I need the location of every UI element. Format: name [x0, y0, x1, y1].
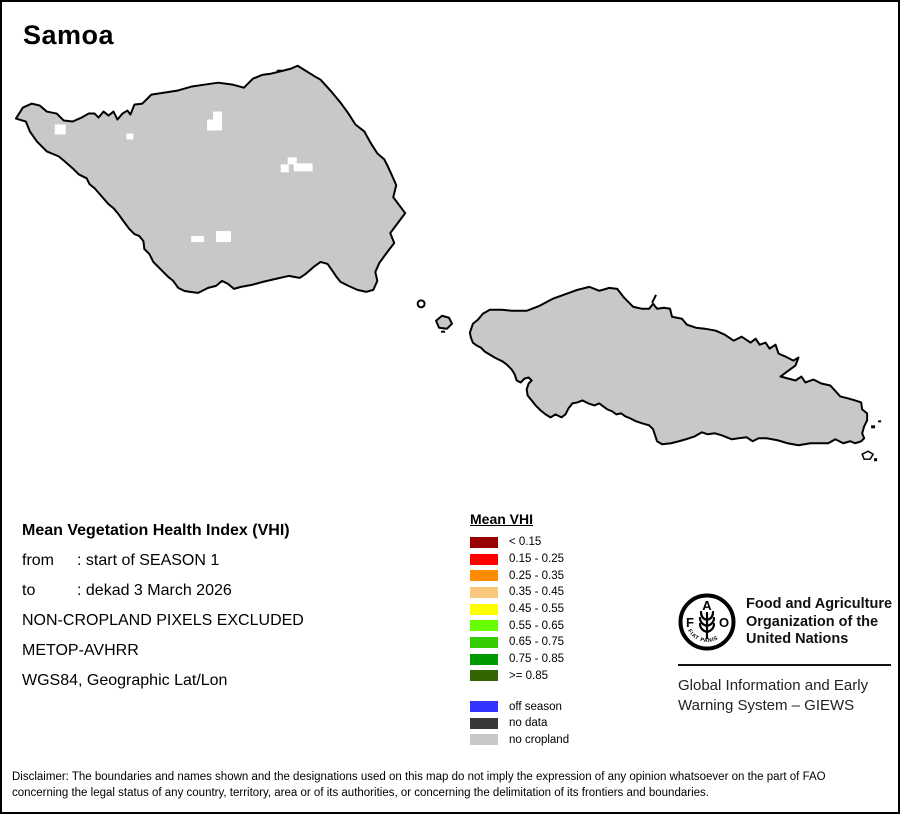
legend-label: >= 0.85 [509, 669, 549, 682]
legend-label: 0.45 - 0.55 [509, 603, 564, 616]
disclaimer-line: concerning the legal status of any count… [12, 787, 709, 799]
map-canvas [14, 64, 882, 462]
fao-letter-a: A [702, 598, 712, 613]
legend-row: >= 0.85 [470, 668, 569, 685]
legend-title: Mean VHI [470, 511, 534, 527]
wheat-ear-icon [698, 610, 716, 640]
info-line-label: from [22, 552, 54, 569]
legend-swatch [470, 636, 498, 648]
info-line-value: WGS84, Geographic Lat/Lon [22, 672, 228, 689]
legend-swatch [470, 620, 498, 632]
legend-swatch [470, 536, 498, 548]
legend-row: < 0.15 [470, 534, 569, 551]
legend-swatch [470, 603, 498, 615]
giews-line: Warning System – GIEWS [678, 696, 855, 714]
legend-swatch [470, 553, 498, 565]
fao-divider [678, 664, 891, 666]
info-line-value: : dekad 3 March 2026 [77, 582, 232, 599]
small-islets [276, 69, 882, 462]
info-line-value: : start of SEASON 1 [77, 552, 220, 569]
legend-row: 0.35 - 0.45 [470, 584, 569, 601]
legend-label: 0.55 - 0.65 [509, 619, 564, 632]
legend-swatch [470, 717, 498, 729]
info-line-value: METOP-AVHRR [22, 642, 139, 659]
legend-row: no data [470, 715, 569, 732]
legend-classes: < 0.15 0.15 - 0.25 0.25 - 0.35 0.35 - 0.45 0… [470, 534, 569, 684]
island-upolu [468, 285, 869, 447]
page-title: Samoa [23, 20, 115, 50]
legend-label: 0.25 - 0.35 [509, 569, 564, 582]
legend-swatch [470, 570, 498, 582]
legend-label: 0.65 - 0.75 [509, 636, 564, 649]
legend-gap [470, 684, 569, 698]
legend-special: off season no data no cropland [470, 698, 569, 748]
giews-label: Global Information and Early Warning Sys… [678, 676, 891, 715]
island-holes [54, 111, 313, 243]
fao-letter-f: F [686, 615, 694, 630]
legend-row: 0.55 - 0.65 [470, 617, 569, 634]
legend-row: 0.75 - 0.85 [470, 651, 569, 668]
info-line: NON-CROPLAND PIXELS EXCLUDED [22, 606, 304, 636]
legend-row: off season [470, 698, 569, 715]
info-line: to : dekad 3 March 2026 [22, 576, 304, 606]
fao-org-line: United Nations [746, 631, 849, 647]
disclaimer-line: Disclaimer: The boundaries and names sho… [12, 771, 826, 783]
info-line: WGS84, Geographic Lat/Lon [22, 666, 304, 696]
legend: Mean VHI < 0.15 0.15 - 0.25 0.25 - 0.35 0.3… [470, 511, 569, 748]
legend-swatch [470, 586, 498, 598]
info-line: METOP-AVHRR [22, 636, 304, 666]
islet-manono [435, 314, 453, 330]
fao-block: A F O FIAT PANIS Food and Agriculture Or… [678, 593, 892, 715]
legend-row: 0.15 - 0.25 [470, 551, 569, 568]
info-line-label: to [22, 582, 36, 599]
legend-swatch [470, 734, 498, 746]
fao-letter-o: O [719, 615, 729, 630]
fao-org-line: Organization of the [746, 613, 879, 630]
legend-label: 0.35 - 0.45 [509, 586, 564, 599]
legend-label: 0.75 - 0.85 [509, 653, 564, 666]
map-info-lines: from : start of SEASON 1 to : dekad 3 March… [22, 546, 304, 696]
info-line-value: NON-CROPLAND PIXELS EXCLUDED [22, 612, 304, 629]
legend-row: no cropland [470, 732, 569, 749]
legend-row: 0.65 - 0.75 [470, 634, 569, 651]
fao-header: A F O FIAT PANIS Food and Agriculture Or… [678, 593, 892, 651]
info-line: from : start of SEASON 1 [22, 546, 304, 576]
giews-line: Global Information and Early [678, 677, 869, 694]
info-title: Mean Vegetation Health Index (VHI) [22, 522, 290, 539]
fao-org-name: Food and Agriculture Organization of the… [746, 593, 892, 649]
fao-logo-icon: A F O FIAT PANIS [678, 593, 736, 651]
legend-row: 0.45 - 0.55 [470, 601, 569, 618]
legend-swatch [470, 670, 498, 682]
islet-apolima [416, 299, 426, 309]
legend-label: off season [509, 700, 562, 713]
legend-label: no cropland [509, 733, 570, 746]
map-info: Mean Vegetation Health Index (VHI) from:… [22, 516, 304, 696]
island-savaii [14, 64, 407, 294]
disclaimer: Disclaimer: The boundaries and names sho… [12, 769, 826, 801]
legend-swatch [470, 701, 498, 713]
legend-label: < 0.15 [509, 536, 542, 549]
fao-org-line: Food and Agriculture [746, 596, 893, 612]
legend-swatch [470, 653, 498, 665]
legend-label: 0.15 - 0.25 [509, 553, 564, 566]
legend-label: no data [509, 717, 548, 730]
legend-row: 0.25 - 0.35 [470, 567, 569, 584]
